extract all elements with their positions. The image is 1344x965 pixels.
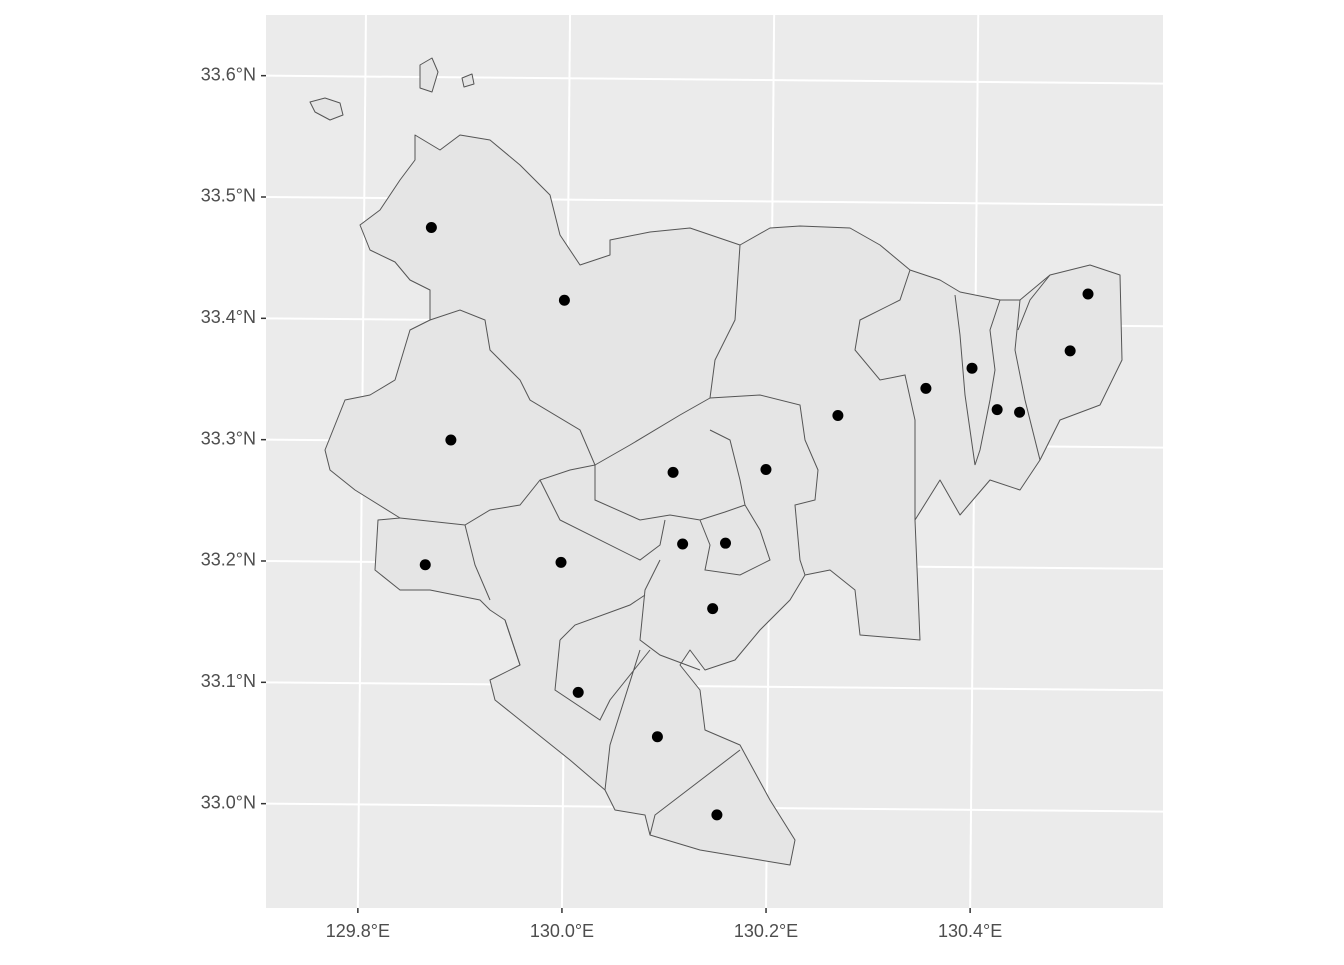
x-tick-label: 130.0°E — [530, 921, 594, 941]
point — [991, 404, 1003, 416]
island — [419, 57, 439, 93]
point — [711, 809, 723, 821]
grid-line — [265, 74, 1164, 85]
points — [419, 222, 1094, 821]
y-tick-label: 33.6°N — [201, 64, 256, 84]
prefecture-outline — [324, 134, 1123, 866]
point — [558, 294, 570, 306]
boundary — [399, 309, 596, 526]
island — [309, 97, 344, 121]
x-tick-label: 130.4°E — [938, 921, 1002, 941]
x-tick-label: 129.8°E — [326, 921, 390, 941]
point — [920, 382, 932, 394]
boundary — [464, 429, 771, 836]
boundary — [854, 269, 1051, 520]
grid-line — [265, 681, 1164, 692]
point — [707, 603, 719, 615]
point — [419, 559, 431, 571]
y-tick-label: 33.4°N — [201, 307, 256, 327]
point — [651, 731, 663, 743]
point — [677, 538, 689, 550]
regions — [309, 57, 1123, 866]
point — [1082, 288, 1094, 300]
point — [1064, 345, 1076, 357]
point — [445, 434, 457, 446]
y-tick-label: 33.3°N — [201, 428, 256, 448]
point — [966, 362, 978, 374]
y-tick-label: 33.1°N — [201, 671, 256, 691]
island — [461, 73, 475, 88]
y-tick-label: 33.0°N — [201, 792, 256, 812]
y-tick-label: 33.5°N — [201, 186, 256, 206]
y-tick-label: 33.2°N — [201, 550, 256, 570]
point — [832, 410, 844, 422]
point — [760, 464, 772, 476]
point — [1014, 406, 1026, 418]
point — [555, 556, 567, 568]
point — [572, 686, 584, 698]
x-tick-label: 130.2°E — [734, 921, 798, 941]
point — [719, 537, 731, 549]
point — [425, 222, 437, 234]
boundary — [594, 244, 819, 576]
point — [667, 466, 679, 478]
